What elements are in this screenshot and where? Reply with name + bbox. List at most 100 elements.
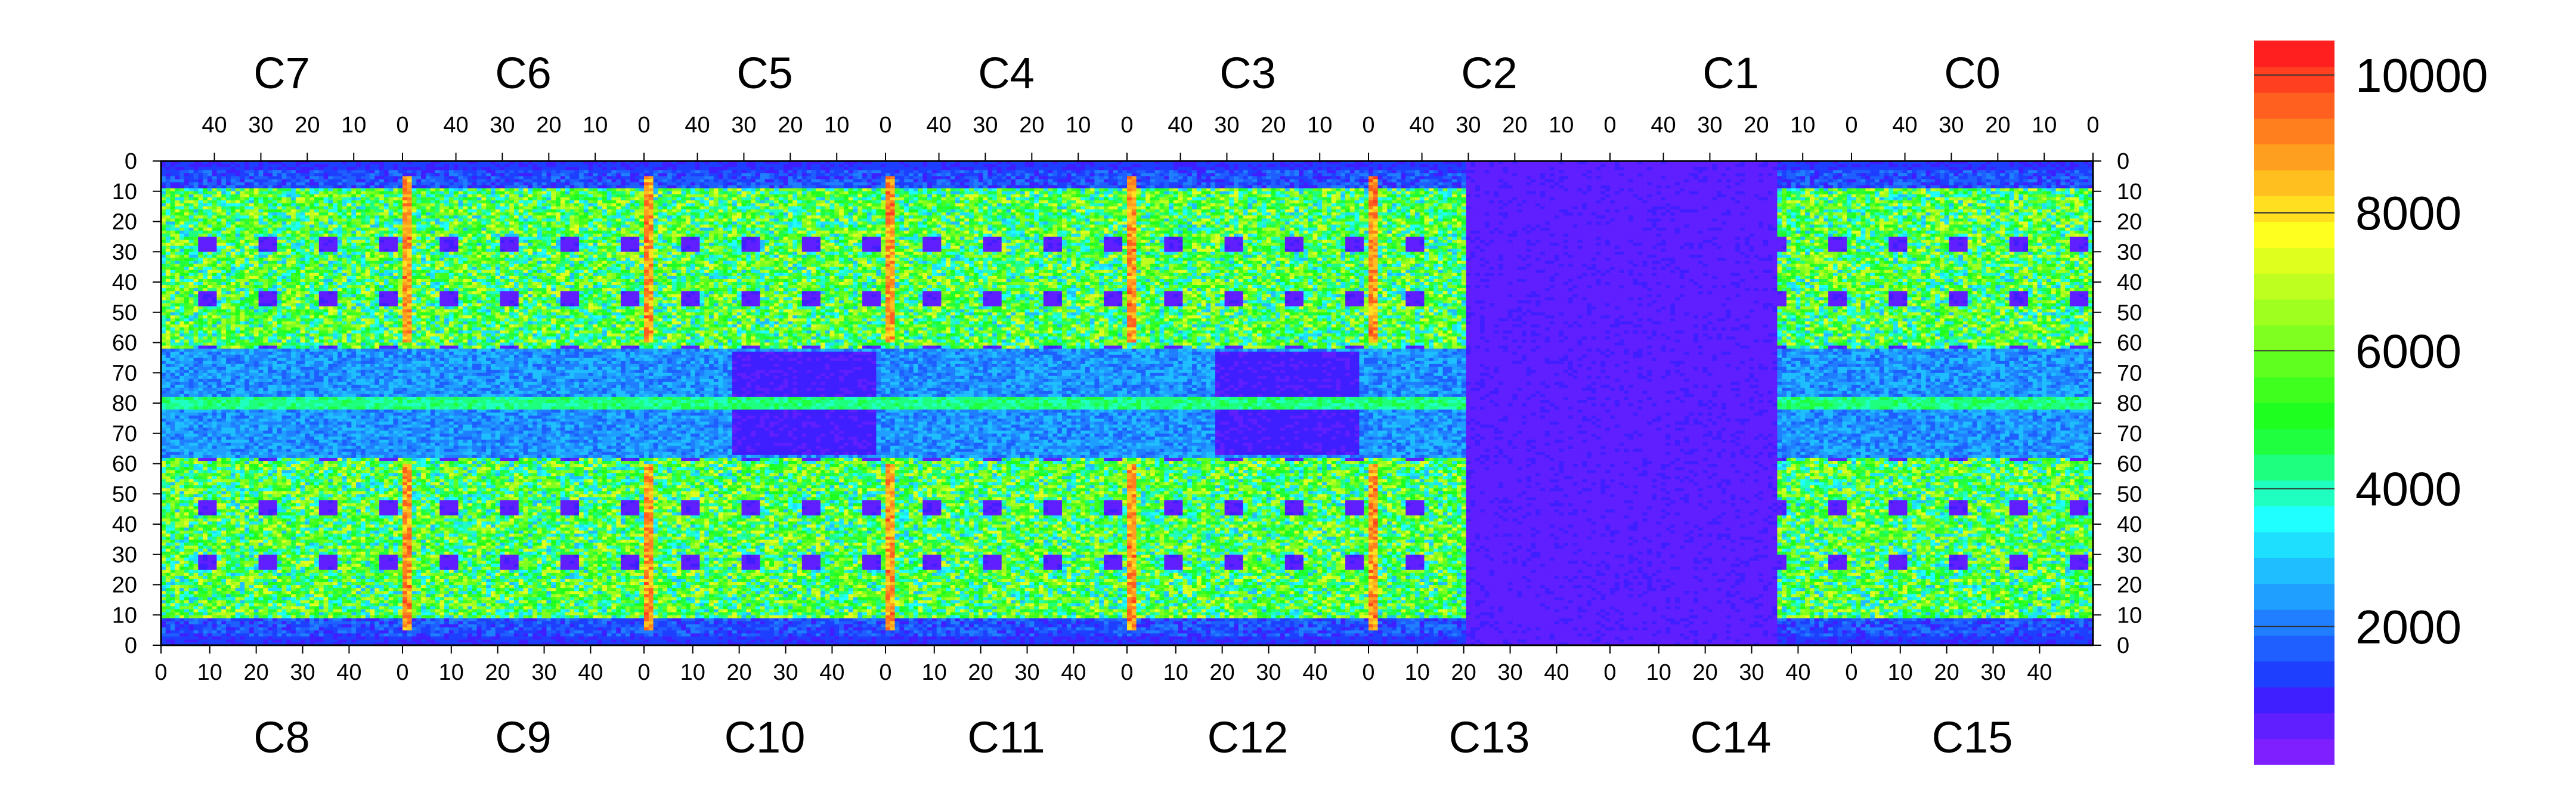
heatmap-cell — [398, 264, 402, 268]
heatmap-cell — [254, 261, 259, 264]
heatmap-cell — [324, 209, 329, 213]
heatmap-cell — [263, 279, 268, 283]
heatmap-cell — [263, 176, 268, 179]
heatmap-cell — [286, 194, 291, 198]
heatmap-cell — [324, 249, 329, 252]
heatmap-cell — [333, 234, 338, 237]
heatmap-cell — [384, 179, 389, 182]
heatmap-cell — [184, 182, 189, 186]
heatmap-cell — [319, 240, 324, 243]
heatmap-cell — [194, 182, 199, 186]
heatmap-cell — [198, 279, 203, 283]
heatmap-cell — [175, 279, 179, 283]
heatmap-cell — [249, 246, 254, 249]
heatmap-cell — [361, 237, 366, 240]
heatmap-cell — [291, 185, 296, 189]
heatmap-cell — [254, 246, 259, 249]
heatmap-cell — [286, 261, 291, 264]
heatmap-cell — [324, 191, 329, 195]
heatmap-cell — [347, 240, 352, 243]
heatmap-cell — [324, 264, 329, 268]
heatmap-cell — [231, 164, 236, 168]
heatmap-cell — [216, 276, 221, 280]
heatmap-cell — [314, 240, 319, 243]
heatmap-cell — [374, 246, 379, 249]
heatmap-cell — [282, 209, 287, 213]
heatmap-cell — [221, 243, 226, 246]
heatmap-cell — [268, 276, 273, 280]
heatmap-cell — [286, 270, 291, 274]
heatmap-cell — [208, 164, 212, 168]
heatmap-cell — [244, 209, 249, 213]
heatmap-cell — [370, 185, 374, 189]
heatmap-cell — [240, 243, 244, 246]
heatmap-cell — [286, 243, 291, 246]
heatmap-cell — [319, 279, 324, 283]
heatmap-cell — [179, 212, 184, 216]
heatmap-cell — [166, 231, 171, 234]
heatmap-cell — [338, 231, 342, 234]
heatmap-cell — [236, 182, 240, 186]
heatmap-cell — [366, 258, 370, 261]
heatmap-cell — [301, 228, 305, 231]
heatmap-cell — [240, 270, 244, 274]
heatmap-cell — [309, 276, 314, 280]
heatmap-cell — [361, 197, 366, 201]
heatmap-cell — [319, 212, 324, 216]
heatmap-cell — [240, 176, 244, 179]
heatmap-cell — [296, 185, 301, 189]
heatmap-cell — [305, 258, 309, 261]
heatmap-cell — [338, 203, 342, 207]
heatmap-cell — [366, 273, 370, 277]
heatmap-cell — [203, 228, 208, 231]
heatmap-cell — [282, 170, 287, 174]
heatmap-cell — [171, 240, 175, 243]
heatmap-cell — [231, 267, 236, 271]
heatmap-cell — [328, 264, 333, 268]
heatmap-cell — [221, 285, 226, 289]
heatmap-cell — [398, 200, 402, 204]
heatmap-cell — [309, 243, 314, 246]
heatmap-cell — [314, 176, 319, 179]
heatmap-cell — [309, 267, 314, 271]
heatmap-cell — [203, 258, 208, 261]
heatmap-cell — [203, 200, 208, 204]
heatmap-cell — [338, 215, 342, 219]
heatmap-cell — [216, 231, 221, 234]
heatmap-cell — [282, 206, 287, 210]
heatmap-cell — [328, 252, 333, 255]
heatmap-cell — [393, 246, 398, 249]
heatmap-cell — [356, 218, 361, 222]
heatmap-cell — [328, 206, 333, 210]
heatmap-cell — [379, 197, 384, 201]
heatmap-cell — [319, 228, 324, 231]
heatmap-cell — [254, 215, 259, 219]
heatmap-cell — [309, 215, 314, 219]
heatmap-cell — [189, 209, 194, 213]
heatmap-cell — [338, 279, 342, 283]
heatmap-cell — [240, 197, 244, 201]
heatmap-cell — [268, 185, 273, 189]
heatmap-cell — [254, 255, 259, 258]
heatmap-cell — [263, 225, 268, 228]
heatmap-cell — [328, 185, 333, 189]
heatmap-cell — [286, 252, 291, 255]
heatmap-cell — [179, 197, 184, 201]
heatmap-cell — [319, 258, 324, 261]
heatmap-cell — [338, 249, 342, 252]
heatmap-cell — [184, 252, 189, 255]
heatmap-cell — [184, 228, 189, 231]
heatmap-cell — [333, 249, 338, 252]
heatmap-cell — [338, 228, 342, 231]
heatmap-cell — [393, 279, 398, 283]
heatmap-cell — [389, 231, 394, 234]
heatmap-cell — [366, 188, 370, 192]
heatmap-cell — [259, 255, 264, 258]
heatmap-cell — [273, 231, 277, 234]
heatmap-cell — [231, 249, 236, 252]
heatmap-cell — [179, 243, 184, 246]
heatmap-cell — [389, 185, 394, 189]
heatmap-cell — [398, 240, 402, 243]
heatmap-cell — [398, 252, 402, 255]
heatmap-cell — [268, 255, 273, 258]
